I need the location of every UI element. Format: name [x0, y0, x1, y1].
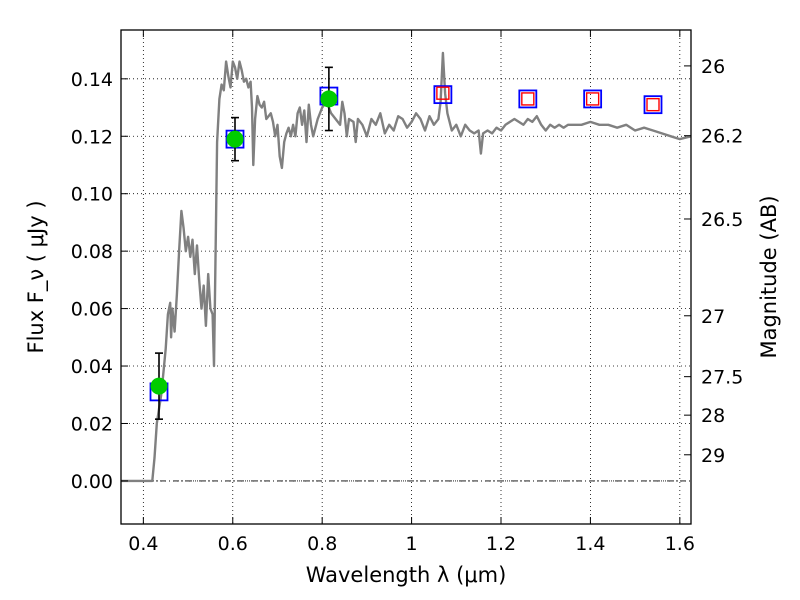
x-tick-label: 0.6 [218, 533, 248, 555]
y-tick-label: 0.06 [71, 299, 113, 321]
y-tick-label: 0.08 [71, 241, 113, 263]
predicted-flux-square [436, 86, 450, 100]
y-tick-label: 0.04 [71, 356, 113, 378]
plot-frame [120, 29, 692, 525]
observed-flux-point [320, 90, 338, 108]
y-tick-label: 0.02 [71, 413, 113, 435]
grid [121, 30, 691, 524]
y2-tick-label: 27 [701, 306, 725, 328]
photometry-points [149, 66, 663, 420]
model-flux-square [643, 95, 663, 115]
model-spectrum [121, 51, 692, 483]
y-axis-title: Flux F_ν ( μJy ) [24, 200, 49, 353]
model-spectrum-line [121, 51, 692, 483]
y2-tick-label: 29 [701, 445, 725, 467]
x-tick-label: 0.4 [128, 533, 158, 555]
y-tick-label: 0.12 [71, 126, 113, 148]
x-tick-label: 1 [406, 533, 418, 555]
model-flux-square [433, 85, 453, 105]
y2-tick-label: 27.5 [701, 367, 743, 389]
x-tick-label: 0.8 [307, 533, 337, 555]
predicted-flux-square [585, 92, 600, 106]
observed-flux-point [150, 377, 168, 395]
y2-tick-label: 28 [701, 405, 725, 427]
x-tick-label: 1.4 [575, 533, 605, 555]
y2-axis-title: Magnitude (AB) [757, 195, 781, 358]
x-tick-label: 1.2 [486, 533, 516, 555]
axis-ticks: 0.4 0.6 0.8 1 1.2 1.4 1.6 0.00 0.02 0.04 0.06 0.08 0… [71, 30, 743, 555]
observed-flux-point [226, 130, 244, 148]
predicted-flux-square [646, 97, 660, 112]
model-flux-square [518, 89, 538, 109]
y2-tick-label: 26.5 [701, 209, 743, 231]
y-tick-label: 0.10 [71, 184, 113, 206]
predicted-flux-square [521, 92, 535, 106]
y2-tick-label: 26 [701, 56, 725, 78]
x-axis-title: Wavelength λ (μm) [306, 563, 507, 587]
y-tick-label: 0.00 [71, 471, 113, 493]
y-tick-label: 0.14 [71, 69, 113, 91]
y2-tick-label: 26.2 [701, 126, 743, 148]
model-flux-square [583, 89, 603, 109]
x-tick-label: 1.6 [665, 533, 695, 555]
